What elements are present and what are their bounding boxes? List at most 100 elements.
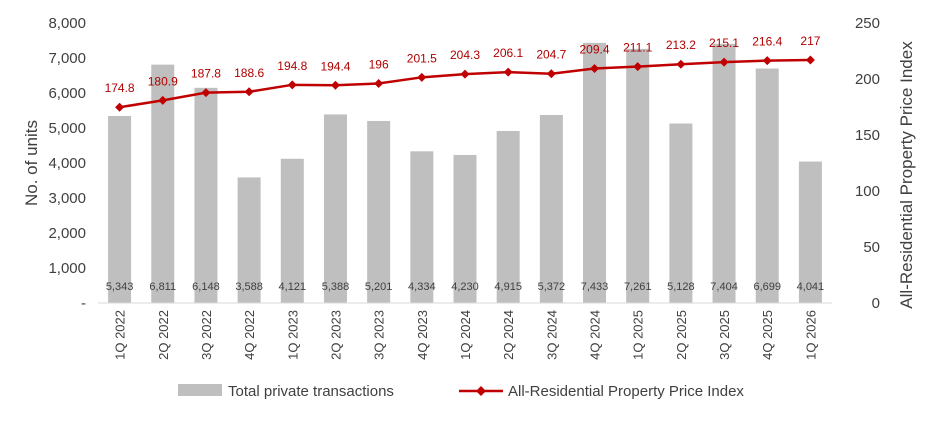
- bar-value-label: 3,588: [235, 281, 263, 293]
- bar-value-label: 7,433: [581, 281, 609, 293]
- price-index-label: 206.1: [493, 46, 523, 60]
- left-axis-tick-label: 4,000: [48, 155, 86, 172]
- axes-layer: - 1,000 2,000 3,000 4,000 5,000 6,000 7,000 8,00…: [48, 15, 880, 360]
- category-label: 2Q 2022: [156, 310, 171, 360]
- bar-1q-2026: [798, 161, 822, 303]
- bar-value-label: 5,201: [365, 281, 393, 293]
- right-axis-tick-label: 250: [855, 15, 880, 32]
- bar-1q-2025: [626, 48, 650, 303]
- price-index-marker: [633, 62, 643, 72]
- bar-1q-2023: [280, 158, 304, 303]
- bar-2q-2023: [323, 114, 347, 303]
- line-layer: [115, 55, 815, 112]
- legend-line-marker: [476, 386, 486, 396]
- left-axis-tick-label: 1,000: [48, 260, 86, 277]
- price-index-marker: [158, 95, 168, 105]
- category-label: 3Q 2024: [544, 310, 559, 360]
- bar-1q-2024: [453, 154, 477, 303]
- category-label: 3Q 2022: [199, 310, 214, 360]
- category-label: 2Q 2024: [501, 310, 516, 360]
- price-index-label: 201.5: [407, 51, 437, 65]
- category-label: 1Q 2025: [631, 310, 646, 360]
- bar-value-label: 4,230: [451, 281, 479, 293]
- price-index-label: 204.7: [536, 48, 566, 62]
- price-index-label: 174.8: [105, 81, 135, 95]
- category-label: 1Q 2022: [113, 310, 128, 360]
- price-index-marker: [374, 78, 384, 88]
- bar-value-label: 4,041: [797, 281, 825, 293]
- price-index-label: 217: [800, 34, 820, 48]
- legend-bar-label: Total private transactions: [228, 383, 394, 400]
- right-axis-tick-label: 100: [855, 183, 880, 200]
- legend: Total private transactions All-Residenti…: [178, 383, 744, 400]
- category-label: 1Q 2024: [458, 310, 473, 360]
- bars-layer: [108, 42, 822, 304]
- price-index-label: 204.3: [450, 48, 480, 62]
- price-index-marker: [719, 57, 729, 67]
- price-index-marker: [503, 67, 513, 77]
- legend-line-label: All-Residential Property Price Index: [508, 383, 744, 400]
- category-label: 4Q 2025: [760, 310, 775, 360]
- bar-2q-2025: [669, 123, 693, 304]
- bar-1q-2022: [108, 115, 132, 304]
- labels-layer: 5,343 6,811 6,148 3,588 4,121 5,388 5,201 4,334…: [105, 34, 825, 293]
- bar-value-label: 6,699: [753, 281, 781, 293]
- category-label: 3Q 2025: [717, 310, 732, 360]
- price-index-label: 196: [369, 57, 389, 71]
- bar-value-label: 4,334: [408, 281, 436, 293]
- category-label: 2Q 2025: [674, 310, 689, 360]
- left-axis-tick-label: -: [81, 295, 86, 312]
- price-index-label: 180.9: [148, 74, 178, 88]
- price-index-marker: [460, 69, 470, 79]
- bar-3q-2025: [712, 43, 736, 304]
- category-label: 4Q 2023: [415, 310, 430, 360]
- right-axis-tick-label: 150: [855, 127, 880, 144]
- left-axis-tick-label: 5,000: [48, 120, 86, 137]
- price-index-label: 215.1: [709, 36, 739, 50]
- right-axis-title: All-Residential Property Price Index: [897, 41, 916, 309]
- left-axis-tick-label: 2,000: [48, 225, 86, 242]
- price-index-marker: [762, 56, 772, 66]
- price-index-marker: [546, 69, 556, 79]
- left-axis-tick-label: 6,000: [48, 85, 86, 102]
- price-index-marker: [287, 80, 297, 90]
- bar-2q-2022: [151, 64, 175, 304]
- left-axis-tick-label: 8,000: [48, 15, 86, 32]
- bar-value-label: 5,343: [106, 281, 134, 293]
- price-index-marker: [330, 80, 340, 90]
- bar-value-label: 6,811: [149, 281, 176, 293]
- category-label: 4Q 2022: [242, 310, 257, 360]
- bar-value-label: 7,404: [710, 281, 738, 293]
- left-axis-tick-label: 3,000: [48, 190, 86, 207]
- category-label: 1Q 2023: [285, 310, 300, 360]
- price-index-marker: [417, 72, 427, 82]
- price-index-line: [119, 58, 811, 109]
- left-axis-tick-label: 7,000: [48, 50, 86, 67]
- bar-4q-2024: [583, 42, 607, 303]
- bar-3q-2023: [367, 120, 391, 303]
- bar-2q-2024: [496, 130, 520, 303]
- bar-value-label: 6,148: [192, 281, 220, 293]
- bar-value-label: 5,372: [538, 281, 566, 293]
- bar-4q-2025: [755, 68, 779, 303]
- bar-value-label: 7,261: [624, 281, 652, 293]
- category-label: 3Q 2023: [372, 310, 387, 360]
- price-index-label: 187.8: [191, 67, 221, 81]
- bar-4q-2022: [237, 177, 261, 303]
- price-index-marker: [244, 87, 254, 97]
- bar-value-label: 5,388: [322, 281, 350, 293]
- category-label: 2Q 2023: [328, 310, 343, 360]
- bar-3q-2022: [194, 87, 218, 303]
- right-axis-tick-label: 200: [855, 71, 880, 88]
- price-index-label: 194.8: [277, 59, 307, 73]
- price-index-marker: [676, 59, 686, 69]
- legend-bar-swatch: [178, 384, 222, 396]
- category-label: 4Q 2024: [588, 310, 603, 360]
- price-index-label: 216.4: [752, 35, 782, 49]
- price-index-label: 211.1: [623, 41, 652, 55]
- bar-value-label: 4,121: [279, 281, 307, 293]
- bar-value-label: 5,128: [667, 281, 695, 293]
- price-index-label: 213.2: [666, 38, 696, 52]
